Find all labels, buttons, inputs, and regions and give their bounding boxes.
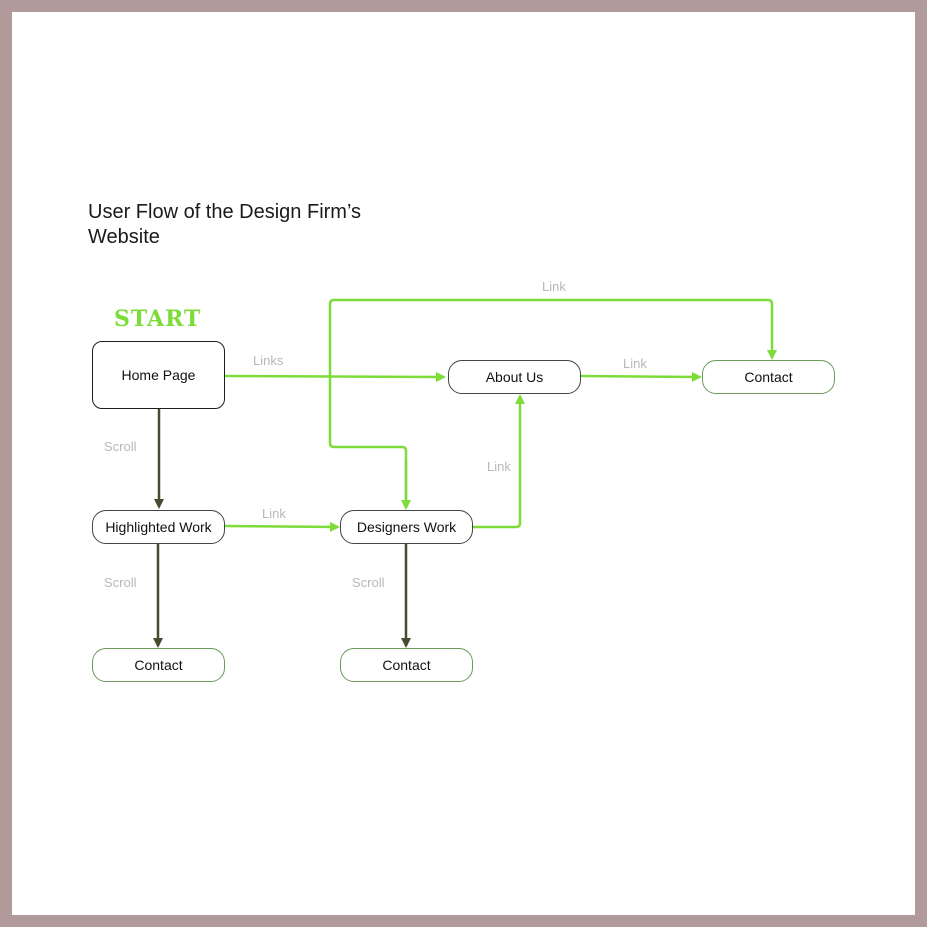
node-designers-work-label: Designers Work xyxy=(356,519,457,535)
node-contact-left[interactable]: Contact xyxy=(92,648,225,682)
edge-designers-to-about xyxy=(473,394,525,529)
title-line-2: Website xyxy=(88,226,160,248)
edge-top-link-loop xyxy=(328,298,777,508)
start-label: START xyxy=(114,306,202,332)
label-home-to-about: Links xyxy=(253,353,284,368)
node-home-page[interactable]: Home Page xyxy=(92,341,225,409)
label-highlighted-to-designers: Link xyxy=(262,506,286,521)
node-contact-left-label: Contact xyxy=(134,657,183,673)
label-home-to-highlighted: Scroll xyxy=(104,439,137,454)
node-about-us-label: About Us xyxy=(485,369,544,385)
edge-home-to-about xyxy=(224,371,446,382)
node-contact-top-label: Contact xyxy=(744,369,793,385)
edge-highlighted-to-designers xyxy=(224,521,340,532)
node-contact-top[interactable]: Contact xyxy=(702,360,835,394)
diagram-canvas xyxy=(12,12,915,915)
title-line-1: User Flow of the Design Firm’s xyxy=(88,201,362,223)
node-contact-mid-label: Contact xyxy=(382,657,431,673)
label-about-to-contact: Link xyxy=(623,356,647,371)
label-highlighted-to-contact: Scroll xyxy=(104,575,137,590)
diagram-title: User Flow of the Design Firm’s Website xyxy=(88,200,361,250)
label-top-link: Link xyxy=(542,279,566,294)
label-designers-to-about: Link xyxy=(487,459,511,474)
node-contact-mid[interactable]: Contact xyxy=(340,648,473,682)
node-highlighted-work[interactable]: Highlighted Work xyxy=(92,510,225,544)
edge-about-to-contact xyxy=(580,371,702,382)
node-about-us[interactable]: About Us xyxy=(448,360,581,394)
node-designers-work[interactable]: Designers Work xyxy=(340,510,473,544)
label-designers-to-contact: Scroll xyxy=(352,575,385,590)
node-highlighted-work-label: Highlighted Work xyxy=(105,519,212,535)
node-home-page-label: Home Page xyxy=(121,367,196,383)
